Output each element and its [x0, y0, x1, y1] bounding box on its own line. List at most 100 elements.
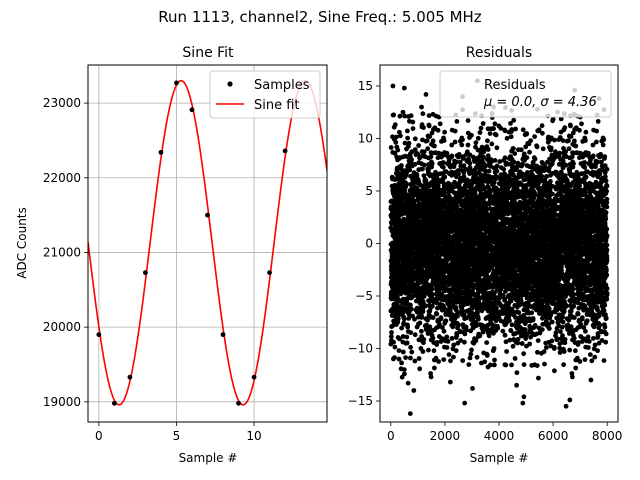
residual-point	[510, 343, 516, 349]
residual-point	[452, 128, 458, 134]
residual-point	[441, 190, 447, 196]
sample-point	[189, 107, 195, 113]
sine-fit-xtick-label: 5	[173, 429, 181, 443]
residual-point	[415, 152, 421, 157]
residual-point	[391, 339, 396, 345]
residual-point	[396, 356, 402, 362]
sine-fit-ytick-label: 23000	[43, 96, 81, 110]
residual-point	[454, 333, 460, 338]
residual-point	[408, 113, 414, 119]
residual-point	[412, 161, 418, 167]
residual-point	[421, 125, 426, 130]
residual-point	[426, 113, 432, 118]
figure-suptitle: Run 1113, channel2, Sine Freq.: 5.005 MH…	[158, 8, 482, 26]
residual-point	[419, 264, 425, 270]
residual-point	[416, 143, 421, 148]
residual-point	[409, 157, 414, 163]
residual-point	[492, 158, 498, 163]
residual-point	[454, 119, 460, 124]
residual-point	[444, 334, 450, 340]
residual-point	[395, 147, 401, 153]
residual-point	[436, 359, 441, 364]
residual-point	[397, 304, 403, 310]
residual-point	[427, 134, 433, 140]
residual-point	[508, 134, 514, 140]
residual-point	[409, 349, 415, 355]
residual-point	[400, 334, 406, 339]
residual-point	[412, 358, 418, 364]
residual-point	[416, 356, 422, 361]
residual-point	[492, 357, 497, 363]
residual-point	[428, 180, 434, 186]
residual-point	[405, 128, 410, 134]
legend-samples-marker	[227, 81, 233, 87]
sample-point	[174, 80, 179, 86]
residual-point	[492, 362, 497, 368]
residual-point	[504, 135, 510, 141]
residual-points	[388, 104, 610, 381]
residual-point	[441, 328, 447, 334]
sine-fit-ytick-label: 22000	[43, 171, 81, 185]
residual-point	[401, 316, 407, 322]
residual-point	[404, 334, 410, 340]
residual-point	[396, 216, 401, 222]
residual-point	[434, 286, 439, 292]
residual-point	[494, 168, 500, 174]
residual-point	[408, 344, 413, 350]
residual-point	[406, 140, 412, 146]
sine-fit-xtick-label: 10	[246, 429, 261, 443]
residual-point	[431, 348, 437, 354]
residual-point	[432, 143, 437, 149]
residual-point	[440, 160, 446, 165]
residual-point	[464, 327, 469, 333]
sine-fit-xtick-label: 0	[95, 429, 103, 443]
residual-point	[516, 310, 522, 315]
residual-point	[429, 161, 435, 167]
residuals-title: Residuals	[466, 45, 532, 61]
residual-point	[401, 367, 407, 372]
residual-point	[419, 268, 425, 274]
residual-point	[412, 316, 417, 322]
sine-fit-xlabel: Sample #	[179, 451, 238, 465]
residual-point	[452, 139, 458, 145]
residual-point	[491, 126, 496, 131]
residual-point	[484, 340, 490, 345]
residual-point	[410, 126, 416, 131]
residual-point	[434, 340, 440, 345]
residual-point	[435, 183, 441, 189]
residual-point	[504, 349, 509, 354]
residual-point	[466, 362, 472, 367]
residual-point	[420, 111, 426, 117]
residual-point	[437, 286, 443, 292]
residual-point	[434, 311, 440, 317]
residual-point	[444, 345, 450, 350]
sample-point	[205, 212, 210, 218]
sine-fit-ylabel: ADC Counts	[15, 207, 29, 279]
residual-point	[420, 166, 425, 172]
residual-point	[451, 354, 456, 360]
residual-point	[408, 302, 413, 308]
residual-point	[438, 315, 444, 321]
residual-point	[426, 123, 432, 129]
residual-point	[420, 309, 426, 314]
residual-point	[392, 122, 398, 128]
residual-point	[402, 140, 408, 146]
residual-point	[405, 135, 410, 141]
residual-point	[521, 351, 526, 357]
residual-point	[453, 348, 459, 354]
sample-point	[143, 270, 148, 276]
residual-point	[392, 344, 398, 350]
residual-point	[456, 322, 461, 328]
residual-point	[511, 146, 516, 152]
sample-point	[158, 149, 164, 155]
sample-point	[282, 148, 288, 154]
residual-point	[495, 325, 501, 331]
residual-point	[399, 163, 404, 168]
residual-point	[402, 113, 407, 119]
residual-point	[426, 347, 431, 353]
residual-point	[430, 315, 436, 320]
residual-point	[512, 356, 518, 361]
residual-point	[451, 342, 457, 348]
residual-point	[399, 360, 404, 366]
